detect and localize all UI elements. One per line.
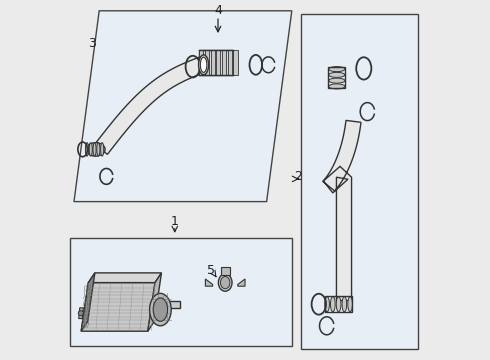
Ellipse shape: [348, 297, 352, 312]
Polygon shape: [95, 57, 205, 154]
Polygon shape: [148, 273, 162, 331]
Bar: [205, 50, 209, 75]
Ellipse shape: [86, 143, 105, 156]
Ellipse shape: [329, 78, 345, 83]
Ellipse shape: [89, 143, 92, 156]
Bar: [199, 50, 203, 75]
Ellipse shape: [219, 274, 232, 291]
Polygon shape: [74, 11, 292, 202]
Ellipse shape: [153, 298, 168, 321]
Ellipse shape: [220, 276, 230, 289]
Bar: [325, 296, 352, 312]
Ellipse shape: [198, 55, 209, 75]
Bar: [199, 50, 233, 75]
Text: 1: 1: [171, 215, 179, 228]
Bar: [301, 14, 418, 349]
Ellipse shape: [97, 143, 100, 156]
Bar: [71, 238, 292, 346]
Polygon shape: [168, 301, 180, 308]
Polygon shape: [81, 283, 155, 331]
Bar: [328, 67, 345, 88]
Polygon shape: [323, 120, 361, 301]
Ellipse shape: [85, 143, 89, 156]
Polygon shape: [238, 279, 245, 286]
Polygon shape: [81, 273, 95, 331]
Ellipse shape: [329, 84, 345, 89]
Ellipse shape: [93, 143, 96, 156]
Bar: [222, 50, 226, 75]
Ellipse shape: [329, 72, 345, 77]
Text: 3: 3: [88, 37, 96, 50]
Bar: [227, 50, 232, 75]
Ellipse shape: [329, 67, 345, 72]
Circle shape: [78, 311, 83, 316]
Ellipse shape: [325, 297, 329, 312]
Bar: [216, 50, 220, 75]
Ellipse shape: [342, 297, 347, 312]
Text: 2: 2: [294, 170, 302, 183]
Bar: [233, 50, 238, 75]
Bar: [211, 50, 215, 75]
Ellipse shape: [200, 57, 207, 72]
Ellipse shape: [100, 143, 104, 156]
Text: 5: 5: [207, 264, 215, 276]
Ellipse shape: [330, 297, 335, 312]
Polygon shape: [205, 279, 213, 286]
Ellipse shape: [336, 297, 341, 312]
Ellipse shape: [149, 293, 171, 326]
Polygon shape: [88, 273, 162, 283]
Polygon shape: [79, 308, 83, 319]
Text: 4: 4: [214, 4, 222, 17]
Bar: [221, 267, 229, 275]
